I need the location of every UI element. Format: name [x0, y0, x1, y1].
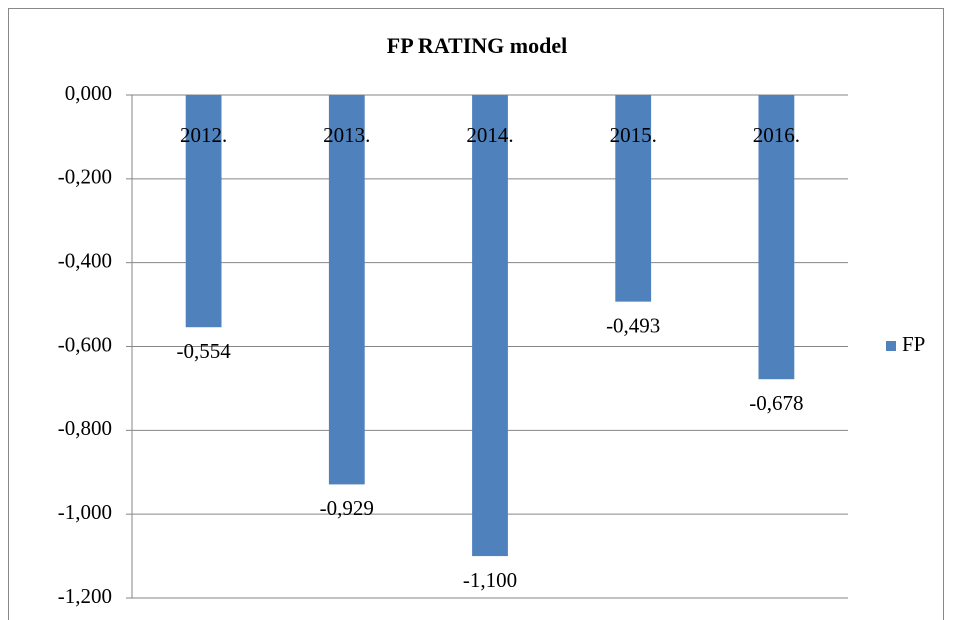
- bar: [185, 95, 222, 328]
- x-tick-label: 2015.: [610, 123, 657, 147]
- bar: [758, 95, 795, 380]
- y-tick-label: 0,000: [65, 81, 112, 105]
- data-label: -0,929: [320, 496, 374, 520]
- bar: [615, 95, 652, 302]
- x-tick-label: 2014.: [466, 123, 513, 147]
- y-tick-label: -0,400: [58, 248, 112, 272]
- y-tick-label: -0,800: [58, 416, 112, 440]
- data-label: -0,554: [176, 339, 231, 363]
- bar: [328, 95, 365, 485]
- y-tick-label: -1,000: [58, 500, 112, 524]
- y-tick-label: -1,200: [58, 584, 112, 608]
- y-tick-label: -0,200: [58, 165, 112, 189]
- x-tick-label: 2012.: [180, 123, 227, 147]
- legend-label: FP: [902, 332, 925, 356]
- x-tick-label: 2013.: [323, 123, 370, 147]
- legend-swatch: [886, 341, 896, 351]
- data-label: -0,493: [606, 313, 660, 337]
- x-tick-label: 2016.: [753, 123, 800, 147]
- y-tick-label: -0,600: [58, 332, 112, 356]
- data-label: -0,678: [749, 391, 803, 415]
- chart-title: FP RATING model: [387, 33, 567, 58]
- bar: [472, 95, 508, 557]
- data-label: -1,100: [463, 568, 517, 592]
